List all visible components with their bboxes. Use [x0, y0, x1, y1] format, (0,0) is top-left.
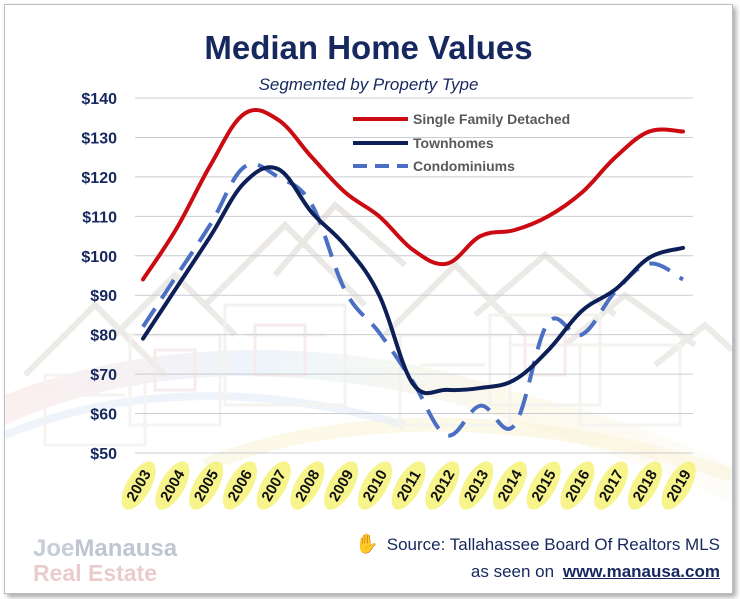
x-tick-highlight: [492, 461, 527, 510]
x-tick-highlight: [627, 461, 662, 510]
x-tick-highlight: [256, 461, 291, 510]
logo-text-real-estate: Real Estate: [33, 560, 158, 586]
x-tick-highlight: [324, 461, 359, 510]
logo-text-manausa: Manausa: [74, 535, 178, 562]
x-tick-highlight: [222, 461, 257, 510]
x-tick-highlight: [357, 461, 392, 510]
legend-label: Single Family Detached: [413, 111, 570, 127]
x-tick-highlight: [189, 461, 224, 510]
x-tick-highlight: [459, 461, 494, 510]
y-tick-label: $70: [90, 367, 117, 384]
y-tick-label: $120: [81, 170, 117, 187]
chart-title: Median Home Values: [204, 29, 533, 66]
chart-legend: Single Family Detached Townhomes Condomini…: [353, 111, 570, 174]
source-note: ✋ Source: Tallahassee Board Of Realtors M…: [355, 532, 720, 556]
logo-text-joe: Joe: [33, 535, 75, 562]
legend-label: Condominiums: [413, 158, 515, 174]
y-tick-label: $100: [81, 249, 117, 266]
y-tick-label: $60: [90, 407, 117, 424]
y-tick-label: $130: [81, 130, 117, 147]
series-line-single-family-detached: [141, 108, 685, 282]
chart-subtitle: Segmented by Property Type: [258, 75, 479, 94]
brand-logo: JoeManausa Real Estate: [33, 537, 177, 585]
y-tick-label: $50: [90, 446, 117, 463]
y-axis-ticks: $50 $60 $70 $80 $90 $100 $110 $120 $130 $140: [81, 91, 117, 463]
x-tick: 2008: [290, 461, 325, 510]
x-tick-highlight: [155, 461, 190, 510]
x-tick-highlight: [594, 461, 629, 510]
y-tick-label: $90: [90, 288, 117, 305]
x-tick-highlight: [425, 461, 460, 510]
x-tick-highlight: [391, 461, 426, 510]
chart-frame: $50 $60 $70 $80 $90 $100 $110 $120 $130 $140 2003…: [4, 4, 733, 594]
x-tick-highlight: [121, 461, 156, 510]
x-tick-highlight: [290, 461, 325, 510]
chart-canvas: $50$60$70$80$90$100$110$120$130$140 2003…: [5, 5, 732, 593]
seen-on-note: as seen on www.manausa.com: [471, 562, 720, 582]
chart-series: [141, 108, 685, 438]
seen-on-prefix: as seen on: [470, 562, 555, 581]
x-tick-highlight: [560, 461, 595, 510]
y-tick-label: $140: [81, 91, 117, 108]
y-tick-label: $80: [90, 328, 117, 345]
legend-label: Townhomes: [413, 135, 494, 151]
website-link[interactable]: www.manausa.com: [562, 562, 720, 581]
hand-icon: ✋: [355, 534, 379, 555]
source-text: Source: Tallahassee Board Of Realtors ML…: [386, 535, 720, 554]
x-tick-highlight: [661, 461, 696, 510]
y-tick-label: $110: [82, 209, 117, 226]
series-line-townhomes: [141, 165, 685, 396]
x-tick-highlight: [526, 461, 561, 510]
